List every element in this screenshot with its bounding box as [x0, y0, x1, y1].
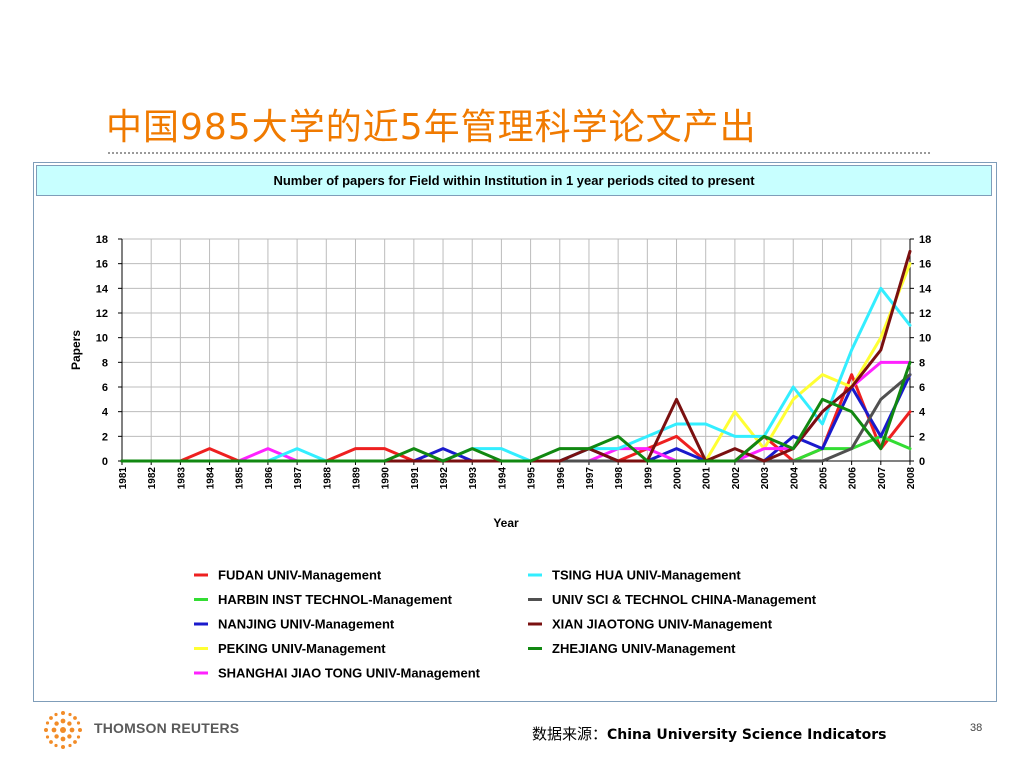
y-tick-label-left: 0: [102, 456, 108, 468]
x-tick-label: 2005: [818, 467, 829, 490]
legend-label: XIAN JIAOTONG UNIV-Management: [552, 617, 773, 632]
y-tick-label-left: 12: [96, 308, 108, 320]
x-tick-label: 1981: [118, 467, 129, 490]
x-tick-label: 1988: [322, 467, 333, 490]
data-source: 数据来源：China University Science Indicators: [532, 723, 886, 744]
x-tick-label: 1982: [147, 467, 158, 490]
y-tick-label-right: 4: [919, 407, 926, 419]
x-tick-label: 1990: [381, 467, 392, 490]
x-tick-label: 2000: [673, 467, 684, 490]
y-tick-label-left: 6: [102, 382, 108, 394]
x-tick-label: 2004: [789, 467, 800, 490]
y-tick-label-right: 8: [919, 357, 925, 369]
y-tick-label-left: 10: [96, 333, 108, 345]
legend-label: SHANGHAI JIAO TONG UNIV-Management: [218, 666, 481, 681]
thomson-reuters-logo: [44, 711, 82, 749]
x-tick-label: 1996: [556, 467, 567, 490]
y-tick-label-left: 2: [102, 431, 108, 443]
legend-label: ZHEJIANG UNIV-Management: [552, 641, 736, 656]
source-text: China University Science Indicators: [607, 727, 887, 743]
y-tick-label-right: 18: [919, 234, 931, 246]
y-tick-label-right: 16: [919, 259, 931, 271]
x-tick-label: 1987: [293, 467, 304, 490]
x-tick-label: 1993: [468, 467, 479, 490]
y-tick-label-right: 2: [919, 431, 925, 443]
y-tick-label-left: 16: [96, 259, 108, 271]
title-divider: [108, 152, 930, 154]
series-line-8: [120, 360, 912, 463]
x-axis-title: Year: [493, 516, 519, 530]
x-tick-label: 2008: [906, 467, 917, 490]
legend-label: HARBIN INST TECHNOL-Management: [218, 592, 453, 607]
legend-label: TSING HUA UNIV-Management: [552, 568, 741, 583]
brand-name: THOMSON REUTERS: [94, 720, 240, 736]
y-axis-title: Papers: [69, 330, 83, 370]
series-line-5: [120, 286, 912, 463]
line-chart: 0 0 2 2 4 4 6 6 8 8 10 10 12 12 14 14 16 16 18 18 1981 1982 19…: [69, 234, 932, 681]
x-tick-label: 1985: [235, 467, 246, 490]
x-tick-label: 2006: [848, 467, 859, 490]
x-tick-label: 1994: [497, 467, 508, 490]
x-tick-label: 1999: [643, 467, 654, 490]
legend-label: PEKING UNIV-Management: [218, 641, 386, 656]
legend-label: FUDAN UNIV-Management: [218, 568, 382, 583]
legend-label: UNIV SCI & TECHNOL CHINA-Management: [552, 592, 817, 607]
x-tick-label: 2007: [877, 467, 888, 490]
y-tick-label-right: 12: [919, 308, 931, 320]
x-tick-label: 1986: [264, 467, 275, 490]
y-tick-label-right: 14: [919, 283, 932, 295]
x-tick-label: 2001: [702, 467, 713, 490]
y-tick-label-left: 18: [96, 234, 108, 246]
y-tick-label-right: 0: [919, 456, 925, 468]
x-tick-label: 1995: [527, 467, 538, 490]
x-tick-label: 2003: [760, 467, 771, 490]
y-tick-label-right: 6: [919, 382, 925, 394]
x-tick-label: 1989: [351, 467, 362, 490]
y-tick-label-left: 14: [96, 283, 109, 295]
x-tick-label: 1991: [410, 467, 421, 490]
x-tick-label: 2002: [731, 467, 742, 490]
slide-title: 中国985大学的近5年管理科学论文产出: [106, 107, 757, 148]
legend-label: NANJING UNIV-Management: [218, 617, 395, 632]
x-tick-label: 1997: [585, 467, 596, 490]
x-tick-label: 1992: [439, 467, 450, 490]
y-tick-label-left: 8: [102, 357, 108, 369]
source-label: 数据来源：: [532, 726, 608, 743]
chart-title: Number of papers for Field within Instit…: [36, 165, 992, 196]
x-tick-label: 1983: [176, 467, 187, 490]
chart-panel: 0 0 2 2 4 4 6 6 8 8 10 10 12 12 14 14 16 16 18 18 1981 1982 19…: [33, 162, 997, 702]
y-tick-label-right: 10: [919, 333, 931, 345]
y-tick-label-left: 4: [102, 407, 109, 419]
series-line-7: [120, 249, 912, 463]
x-tick-label: 1998: [614, 467, 625, 490]
x-tick-label: 1984: [206, 467, 217, 490]
page-number: 38: [970, 722, 983, 734]
